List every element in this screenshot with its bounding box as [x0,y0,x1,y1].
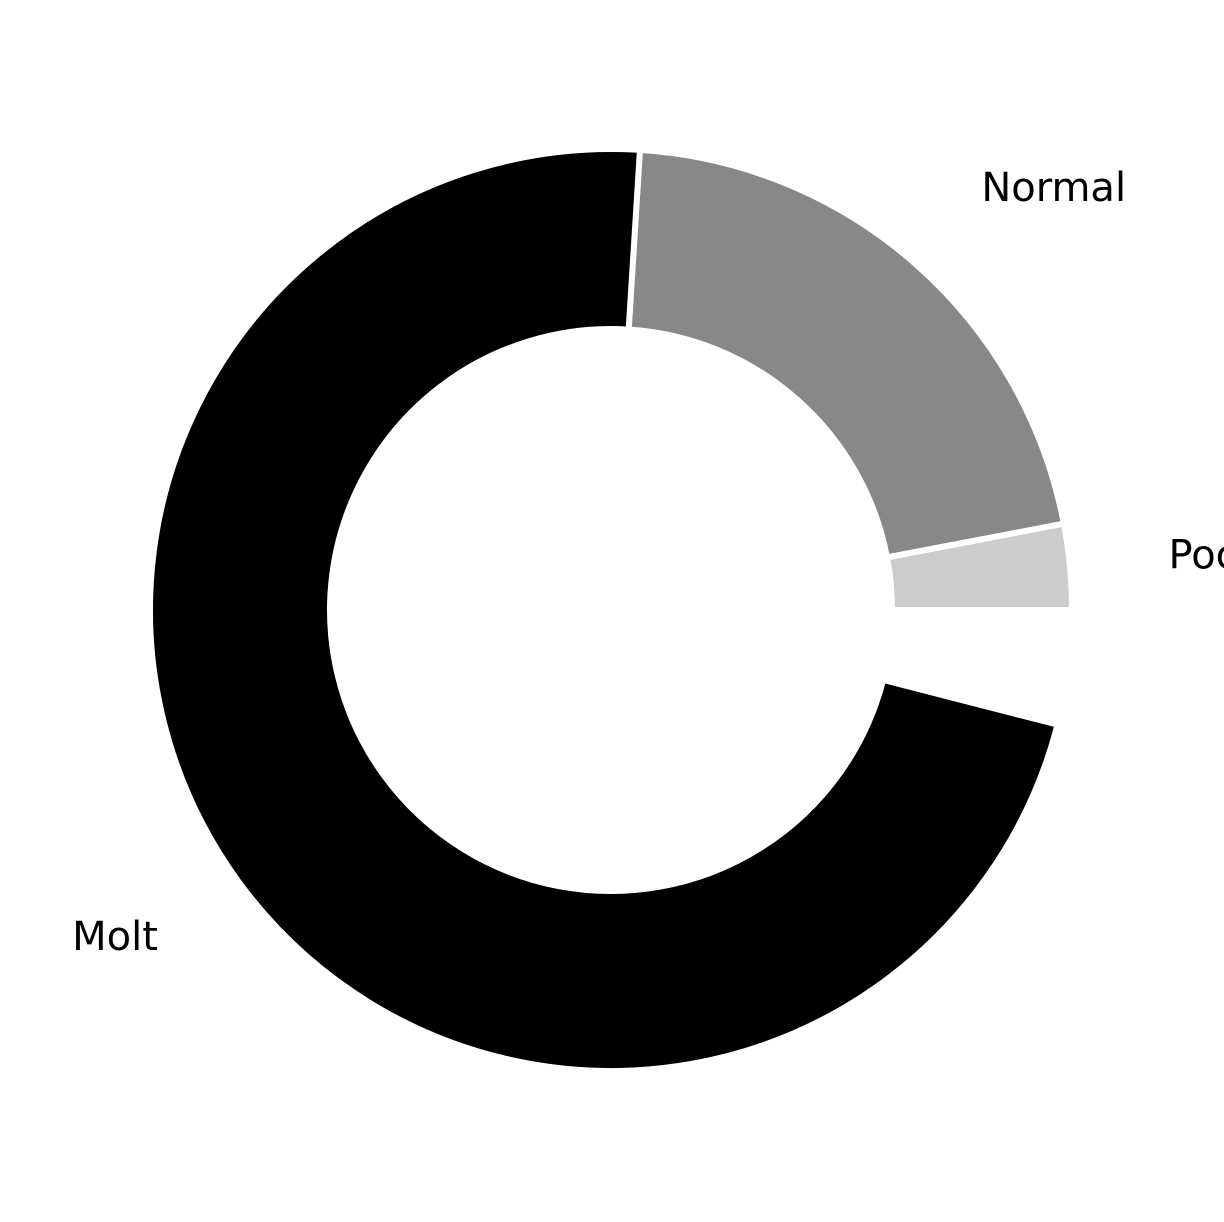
slice-label-normal: Normal [981,165,1126,211]
slice-label-molt: Molt [72,914,158,960]
donut-slices [147,146,1076,1074]
slice-molt [147,146,1062,1074]
slice-normal [625,146,1068,561]
slice-label-poc: Poc [1169,532,1224,578]
slice-labels: Poc Normal Molt [72,165,1224,960]
